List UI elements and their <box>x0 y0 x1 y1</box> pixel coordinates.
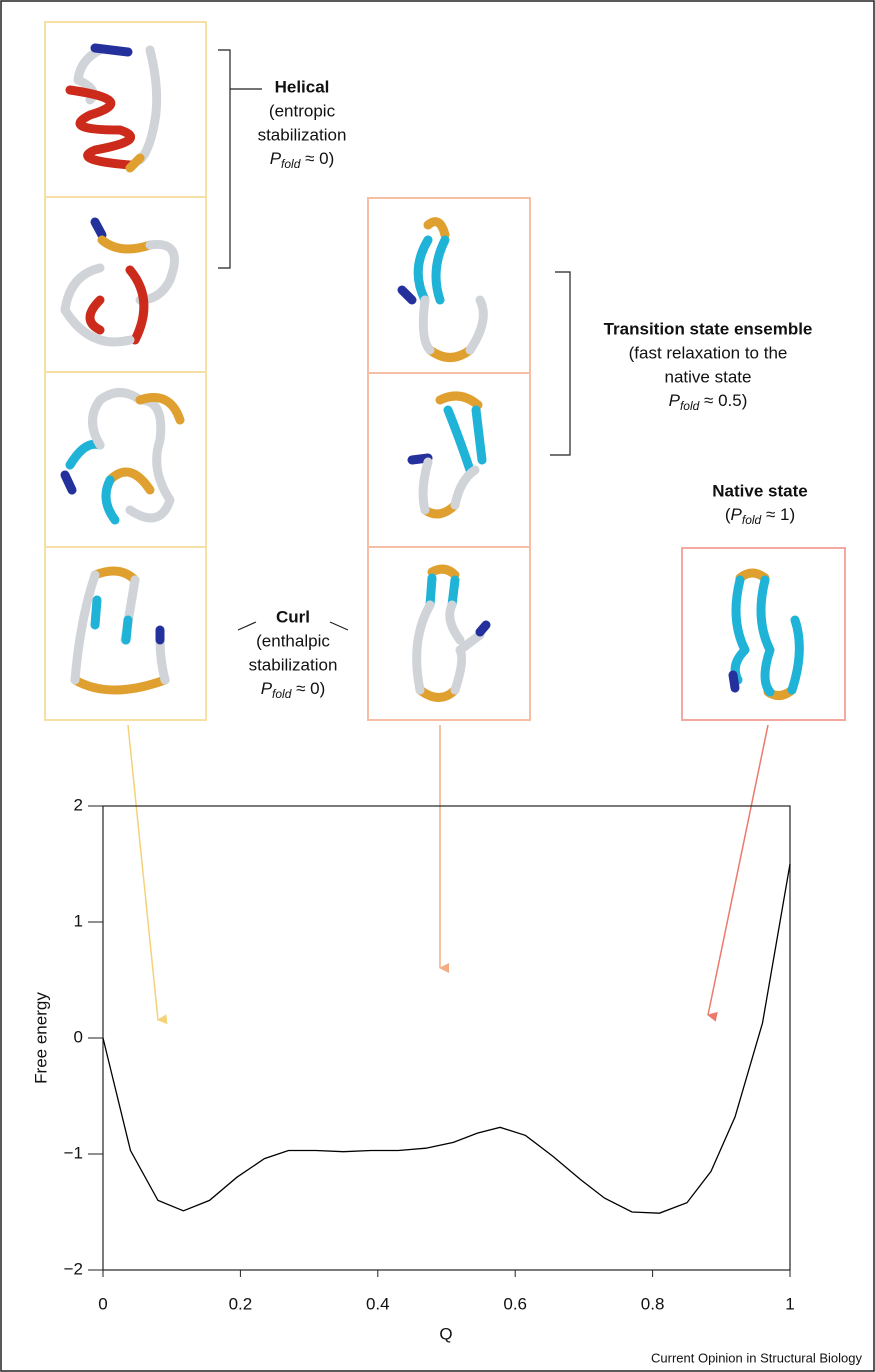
pfold-symbol: P <box>731 505 743 524</box>
x-tick-label: 0.2 <box>229 1294 253 1313</box>
x-tick-label: 0.8 <box>641 1294 665 1313</box>
tube <box>95 48 128 52</box>
tube <box>95 222 102 235</box>
pfold-subscript: fold <box>742 513 762 527</box>
x-tick-label: 0.6 <box>503 1294 527 1313</box>
pfold-subscript: fold <box>680 399 700 413</box>
y-tick-label: 1 <box>74 911 83 930</box>
annotation-title: Helical <box>275 77 330 96</box>
x-axis-label: Q <box>439 1324 452 1343</box>
source: Current Opinion in Structural Biology <box>651 1350 862 1365</box>
pfold-subscript: fold <box>272 687 292 701</box>
tube <box>733 675 735 688</box>
pfold-rest: ≈ 0.5) <box>699 391 747 410</box>
pfold-label: Pfold ≈ 0) <box>261 679 326 701</box>
annotation-line: (enthalpic <box>256 631 330 650</box>
x-tick-label: 0.4 <box>366 1294 390 1313</box>
pfold-symbol: P <box>261 679 273 698</box>
pfold-symbol: P <box>270 149 282 168</box>
annotation-line: native state <box>665 367 752 386</box>
annotation-line: stabilization <box>249 655 338 674</box>
y-tick-label: 2 <box>74 795 83 814</box>
y-tick-label: −1 <box>64 1143 83 1162</box>
y-axis-label: Free energy <box>31 992 50 1084</box>
annotation-line: (entropic <box>269 101 336 120</box>
pfold-subscript: fold <box>281 157 301 171</box>
pfold-symbol: P <box>669 391 681 410</box>
box <box>368 198 530 373</box>
annotation-line: (fast relaxation to the <box>629 343 788 362</box>
annotation-line: stabilization <box>258 125 347 144</box>
annotation-title: Native state <box>712 481 807 500</box>
pfold-label: Pfold ≈ 0) <box>270 149 335 171</box>
pfold-rest: ≈ 1) <box>761 505 795 524</box>
annotation-title: Curl <box>276 607 310 626</box>
page: Helical (entropic stabilization Pfold ≈ 0) T… <box>0 0 875 1372</box>
pfold-rest: ≈ 0) <box>300 149 334 168</box>
y-tick-label: −2 <box>64 1259 83 1278</box>
y-tick-label: 0 <box>74 1027 83 1046</box>
annotation-title: Transition state ensemble <box>604 319 813 338</box>
tube <box>65 475 72 490</box>
x-tick-label: 1 <box>785 1294 794 1313</box>
figure: Helical (entropic stabilization Pfold ≈ 0) T… <box>0 0 875 1372</box>
pfold-rest: ≈ 0) <box>291 679 325 698</box>
tube <box>480 625 486 632</box>
x-tick-label: 0 <box>98 1294 107 1313</box>
